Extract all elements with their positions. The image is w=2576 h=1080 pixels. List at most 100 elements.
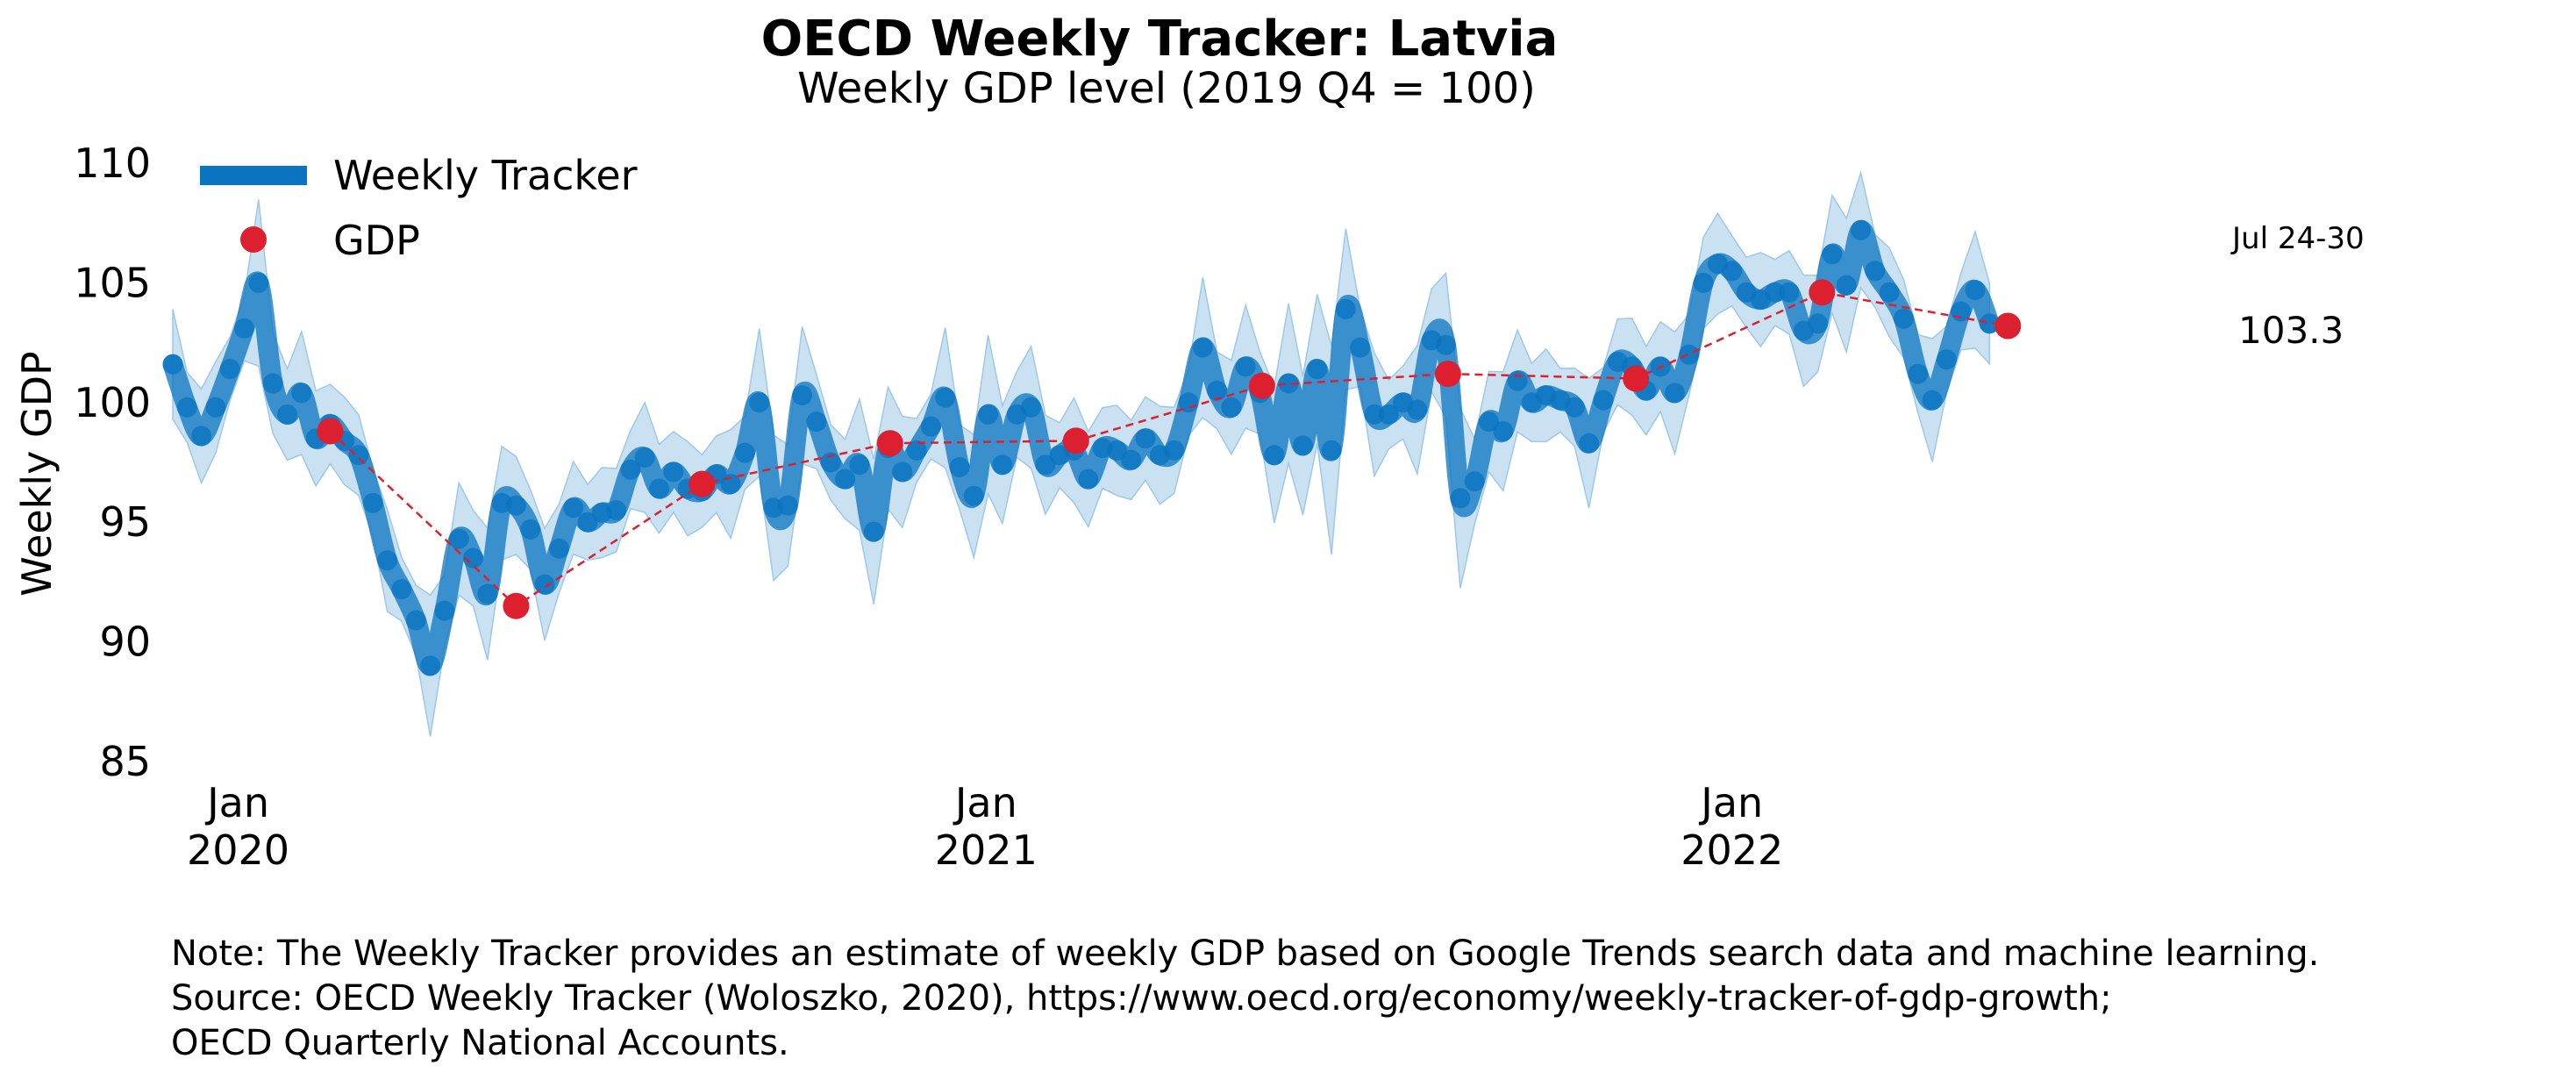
weekly-tracker-point bbox=[577, 511, 598, 533]
x-tick-year: 2022 bbox=[1680, 826, 1783, 874]
weekly-tracker-point bbox=[806, 411, 827, 433]
weekly-tracker-point bbox=[1936, 349, 1957, 370]
y-tick-label: 105 bbox=[74, 259, 151, 306]
weekly-tracker-point bbox=[963, 485, 984, 506]
weekly-tracker-point bbox=[277, 404, 297, 425]
gdp-connector-line bbox=[329, 290, 2009, 608]
gdp-point bbox=[876, 430, 903, 457]
weekly-tracker-point bbox=[1221, 397, 1242, 418]
weekly-tracker-point bbox=[835, 468, 855, 490]
gdp-point bbox=[503, 592, 530, 619]
weekly-tracker-point bbox=[1178, 392, 1199, 413]
weekly-tracker-point bbox=[234, 318, 254, 339]
weekly-tracker-point bbox=[1307, 359, 1328, 380]
weekly-tracker-point bbox=[1035, 454, 1056, 476]
weekly-tracker-point bbox=[1350, 337, 1371, 358]
weekly-tracker-point bbox=[1164, 440, 1185, 461]
weekly-tracker-point bbox=[1779, 282, 1800, 303]
weekly-tracker-point bbox=[634, 447, 655, 468]
x-tick-month: Jan bbox=[953, 779, 1017, 826]
latest-week-label: Jul 24-30 bbox=[2230, 221, 2365, 256]
weekly-tracker-point bbox=[1822, 244, 1843, 265]
weekly-tracker-point bbox=[362, 492, 383, 513]
weekly-tracker-point bbox=[1293, 435, 1313, 456]
gdp-point bbox=[317, 418, 344, 445]
weekly-tracker-point bbox=[477, 583, 498, 604]
weekly-tracker-point bbox=[262, 373, 283, 394]
weekly-tracker-point bbox=[1235, 356, 1256, 377]
gdp-point bbox=[1248, 372, 1275, 399]
weekly-tracker-point bbox=[1693, 272, 1714, 293]
weekly-tracker-point bbox=[420, 655, 441, 676]
y-tick-label: 85 bbox=[99, 738, 151, 785]
weekly-tracker-point bbox=[1894, 308, 1914, 329]
weekly-tracker-point bbox=[548, 538, 569, 559]
weekly-tracker-point bbox=[1493, 421, 1514, 441]
weekly-tracker-point bbox=[162, 354, 183, 375]
weekly-tracker-point bbox=[1564, 397, 1585, 418]
weekly-tracker-point bbox=[191, 426, 212, 447]
gdp-point bbox=[1809, 279, 1836, 306]
weekly-tracker-point bbox=[1851, 219, 1871, 240]
weekly-tracker-point bbox=[1808, 313, 1829, 334]
gdp-point bbox=[1062, 427, 1089, 454]
weekly-tracker-point bbox=[1192, 337, 1213, 358]
weekly-tracker-point bbox=[1121, 449, 1142, 470]
x-tick-year: 2020 bbox=[187, 826, 289, 874]
weekly-tracker-point bbox=[663, 461, 684, 483]
weekly-tracker-point bbox=[734, 442, 755, 463]
source-text: Source: OECD Weekly Tracker (Woloszko, 2… bbox=[171, 978, 2112, 1019]
weekly-tracker-point bbox=[1407, 399, 1428, 420]
weekly-tracker-point bbox=[176, 397, 197, 418]
legend: Weekly Tracker GDP bbox=[200, 152, 638, 264]
weekly-tracker-point bbox=[935, 387, 956, 408]
x-tick-year: 2021 bbox=[935, 826, 1038, 874]
chart-subtitle: Weekly GDP level (2019 Q4 = 100) bbox=[797, 64, 1536, 113]
weekly-tracker-point bbox=[1765, 282, 1786, 303]
weekly-tracker-point bbox=[1378, 404, 1399, 425]
weekly-tracker-point bbox=[1979, 313, 2000, 334]
weekly-tracker-point bbox=[219, 359, 240, 380]
weekly-tracker-point bbox=[1908, 363, 1929, 384]
weekly-tracker-point bbox=[563, 497, 584, 519]
weekly-tracker-point bbox=[920, 416, 941, 437]
legend-label-weekly-tracker: Weekly Tracker bbox=[333, 152, 638, 199]
y-tick-label: 100 bbox=[74, 379, 151, 426]
weekly-tracker-point bbox=[978, 404, 999, 425]
weekly-tracker-point bbox=[1593, 390, 1614, 411]
source-text-continued: OECD Quarterly National Accounts. bbox=[171, 1023, 789, 1063]
weekly-tracker-point bbox=[1321, 440, 1342, 461]
weekly-tracker-point bbox=[1922, 390, 1943, 411]
chart-title: OECD Weekly Tracker: Latvia bbox=[761, 11, 1559, 68]
weekly-tracker-point bbox=[1278, 373, 1299, 394]
weekly-tracker-point bbox=[1078, 468, 1099, 490]
weekly-tracker-point bbox=[620, 459, 641, 480]
weekly-tracker-point bbox=[1479, 411, 1499, 433]
weekly-tracker-point bbox=[1135, 428, 1156, 449]
x-tick-month: Jan bbox=[1698, 779, 1763, 826]
weekly-tracker-point bbox=[1865, 261, 1886, 282]
gdp-point bbox=[1994, 312, 2022, 340]
weekly-tracker-point bbox=[205, 397, 226, 418]
weekly-tracker-point bbox=[892, 461, 913, 483]
note-text: Note: The Weekly Tracker provides an est… bbox=[171, 933, 2320, 974]
weekly-tracker-point bbox=[348, 445, 369, 466]
weekly-tracker-point bbox=[1464, 471, 1485, 492]
weekly-tracker-point bbox=[792, 385, 813, 406]
weekly-tracker-point bbox=[1021, 397, 1042, 418]
weekly-tracker-point bbox=[1364, 404, 1385, 425]
gdp-points bbox=[317, 279, 2022, 619]
y-axis-ticks: 85 90 95 100 105 110 bbox=[74, 139, 151, 785]
weekly-tracker-point bbox=[377, 550, 398, 571]
latest-value-label: 103.3 bbox=[2238, 309, 2344, 352]
weekly-tracker-point bbox=[749, 392, 770, 413]
weekly-tracker-point bbox=[505, 495, 526, 516]
y-axis-label: Weekly GDP bbox=[13, 351, 61, 596]
weekly-tracker-point bbox=[863, 521, 884, 542]
weekly-tracker-point bbox=[1836, 275, 1857, 296]
weekly-tracker-point bbox=[1507, 370, 1528, 391]
weekly-tracker-point bbox=[405, 610, 426, 631]
weekly-tracker-point bbox=[1579, 433, 1600, 454]
